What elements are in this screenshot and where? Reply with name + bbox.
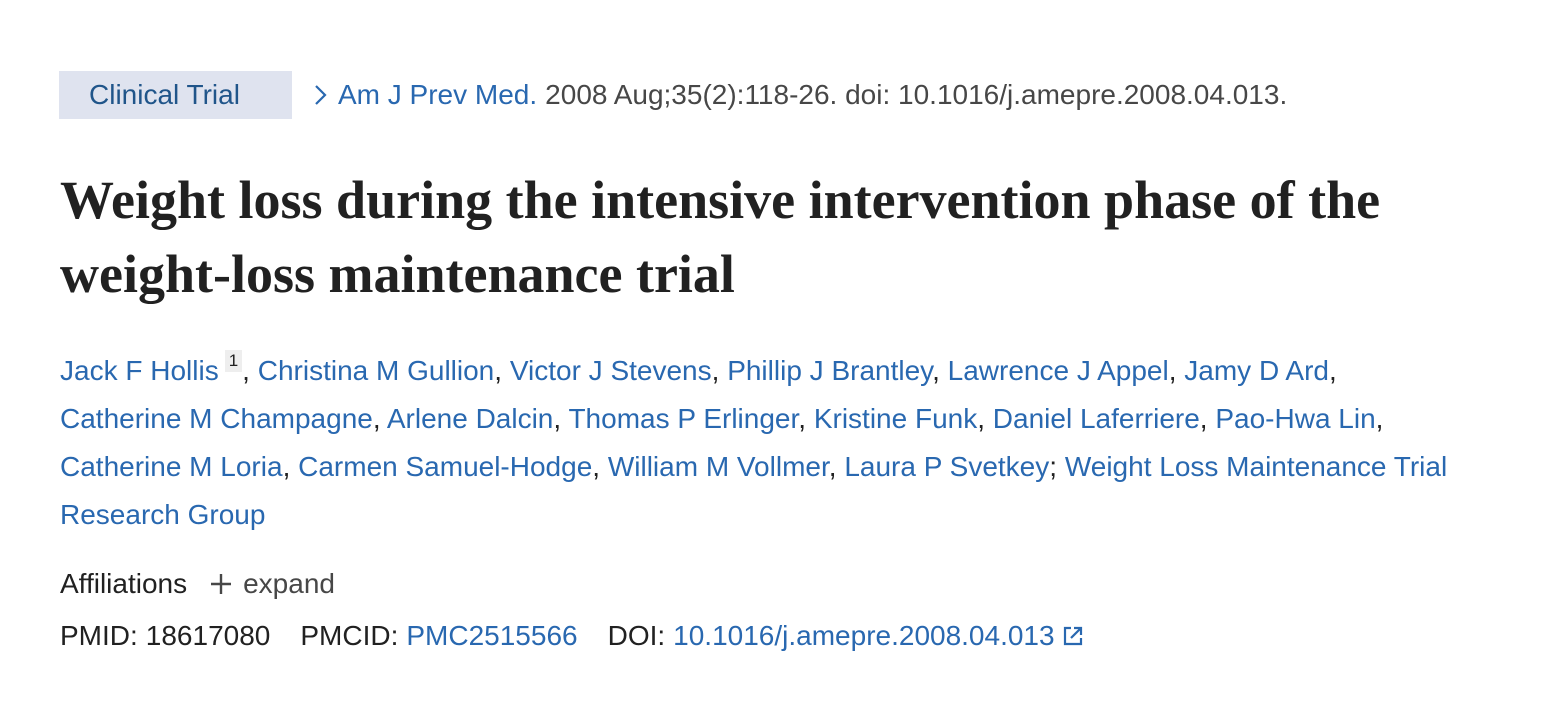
external-link-icon[interactable]	[1061, 624, 1085, 648]
author-link[interactable]: Carmen Samuel-Hodge	[298, 451, 593, 482]
author: Daniel Laferriere,	[993, 403, 1208, 434]
author: Victor J Stevens,	[510, 355, 720, 386]
identifier-value[interactable]: PMC2515566	[406, 620, 578, 651]
author: Kristine Funk,	[814, 403, 985, 434]
identifier: PMCID: PMC2515566	[300, 620, 577, 652]
affiliation-number[interactable]: 1	[224, 350, 243, 372]
separator: ,	[1199, 403, 1208, 434]
author: Carmen Samuel-Hodge,	[298, 451, 600, 482]
affiliations-label: Affiliations	[60, 568, 188, 599]
separator: ,	[977, 403, 986, 434]
author-link[interactable]: Jack F Hollis	[60, 355, 219, 386]
plus-icon[interactable]	[209, 572, 233, 596]
author-link[interactable]: Catherine M Champagne	[60, 403, 373, 434]
separator: ,	[372, 403, 381, 434]
author-link[interactable]: Pao-Hwa Lin	[1215, 403, 1376, 434]
author: Jack F Hollis 1,	[60, 350, 250, 386]
separator: ,	[798, 403, 807, 434]
author-link[interactable]: Laura P Svetkey	[844, 451, 1050, 482]
author: Catherine M Loria,	[60, 451, 290, 482]
author-link[interactable]: Jamy D Ard	[1184, 355, 1329, 386]
author: Pao-Hwa Lin,	[1215, 403, 1383, 434]
author-link[interactable]: Catherine M Loria	[60, 451, 283, 482]
affiliations: Affiliations expand	[60, 568, 335, 600]
header-row: Clinical Trial Am J Prev Med. 2008 Aug;3…	[59, 71, 1287, 119]
separator: ,	[553, 403, 562, 434]
expand-toggle[interactable]: expand	[243, 568, 335, 599]
separator: ,	[1168, 355, 1177, 386]
separator: ,	[592, 451, 601, 482]
separator: ,	[242, 355, 250, 386]
author: William M Vollmer,	[608, 451, 837, 482]
group-link[interactable]: Weight Loss Maintenance Trial Research G…	[60, 451, 1448, 530]
chevron-icon	[315, 85, 327, 105]
author: Laura P Svetkey;	[844, 451, 1057, 482]
author: Phillip J Brantley,	[727, 355, 940, 386]
author-link[interactable]: Daniel Laferriere	[992, 403, 1200, 434]
citation-details: 2008 Aug;35(2):118-26. doi: 10.1016/j.am…	[545, 79, 1288, 110]
author-link[interactable]: Christina M Gullion	[257, 355, 495, 386]
author-link[interactable]: Phillip J Brantley	[727, 355, 933, 386]
identifier-value[interactable]: 10.1016/j.amepre.2008.04.013	[673, 620, 1055, 651]
identifier-label: DOI:	[607, 620, 666, 651]
separator: ,	[1328, 355, 1337, 386]
journal-link[interactable]: Am J Prev Med.	[338, 79, 538, 110]
author-link[interactable]: William M Vollmer	[607, 451, 829, 482]
author-link[interactable]: Arlene Dalcin	[386, 403, 554, 434]
separator: ,	[828, 451, 837, 482]
separator: ,	[282, 451, 291, 482]
identifier-label: PMID:	[60, 620, 138, 651]
identifier-value: 18617080	[145, 620, 271, 651]
author-link[interactable]: Lawrence J Appel	[947, 355, 1169, 386]
author: Lawrence J Appel,	[948, 355, 1177, 386]
identifier: DOI: 10.1016/j.amepre.2008.04.013	[608, 620, 1085, 652]
author-link[interactable]: Victor J Stevens	[509, 355, 712, 386]
author: Jamy D Ard,	[1184, 355, 1336, 386]
identifiers: PMID: 18617080 PMCID: PMC2515566 DOI: 10.1016…	[60, 620, 1115, 652]
separator: ,	[711, 355, 720, 386]
identifier-label: PMCID:	[300, 620, 399, 651]
author: Christina M Gullion,	[258, 355, 502, 386]
article-title: Weight loss during the intensive interve…	[60, 170, 1381, 304]
author: Arlene Dalcin,	[387, 403, 561, 434]
author: Thomas P Erlinger,	[568, 403, 806, 434]
author-link[interactable]: Thomas P Erlinger	[568, 403, 799, 434]
separator: ,	[932, 355, 940, 386]
separator: ,	[494, 355, 503, 386]
separator: ;	[1049, 451, 1058, 482]
badge[interactable]: Clinical Trial	[59, 71, 292, 119]
author-link[interactable]: Kristine Funk	[813, 403, 978, 434]
author: Catherine M Champagne,	[60, 403, 381, 434]
identifier: PMID: 18617080	[60, 620, 270, 652]
separator: ,	[1375, 403, 1384, 434]
author-list: Jack F Hollis 1, Christina M Gullion, Vic…	[60, 347, 1480, 539]
